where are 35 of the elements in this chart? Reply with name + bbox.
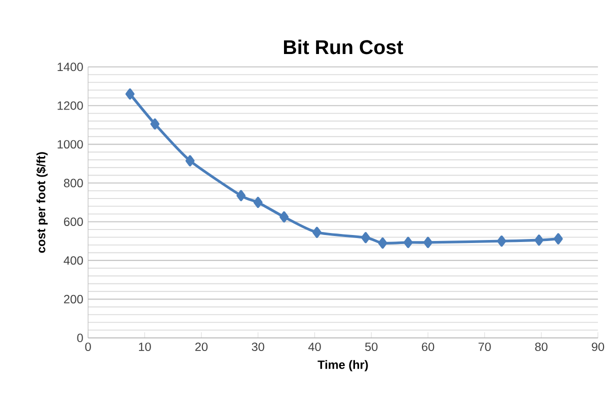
point	[280, 211, 289, 223]
y-tick-label: 400	[64, 256, 83, 265]
y-tick-label: 800	[64, 178, 83, 188]
point	[378, 238, 388, 249]
x-tick-label: 60	[422, 342, 434, 352]
point	[497, 236, 506, 247]
point	[186, 155, 195, 166]
point	[125, 88, 135, 100]
x-tick-label: 80	[535, 342, 548, 352]
x-axis-title: Time (hr)	[318, 360, 368, 372]
point	[404, 236, 413, 248]
point	[254, 196, 263, 208]
point	[236, 190, 246, 202]
x-tick-label: 70	[478, 342, 491, 352]
y-tick-label: 1200	[58, 101, 83, 110]
point	[554, 233, 563, 244]
x-tick-label: 40	[308, 342, 321, 352]
point	[361, 232, 370, 244]
point	[150, 118, 160, 130]
point	[312, 226, 322, 238]
chart-title: Bit Run Cost	[284, 40, 404, 54]
y-axis-title: cost per foot ($/ft)	[36, 152, 48, 253]
point	[534, 234, 544, 246]
y-tick-label: 600	[64, 218, 83, 226]
y-tick-label: 1000	[58, 140, 83, 149]
x-tick-label: 90	[592, 342, 604, 352]
y-tick-label: 1400	[58, 62, 83, 72]
x-tick-label: 10	[138, 342, 151, 352]
x-tick-label: 50	[365, 342, 378, 352]
point	[423, 236, 432, 248]
x-tick-label: 0	[85, 342, 91, 352]
y-tick-label: 200	[64, 294, 83, 304]
x-tick-label: 20	[195, 342, 208, 352]
y-tick-label: 0	[77, 334, 83, 342]
x-tick-label: 30	[252, 342, 264, 352]
